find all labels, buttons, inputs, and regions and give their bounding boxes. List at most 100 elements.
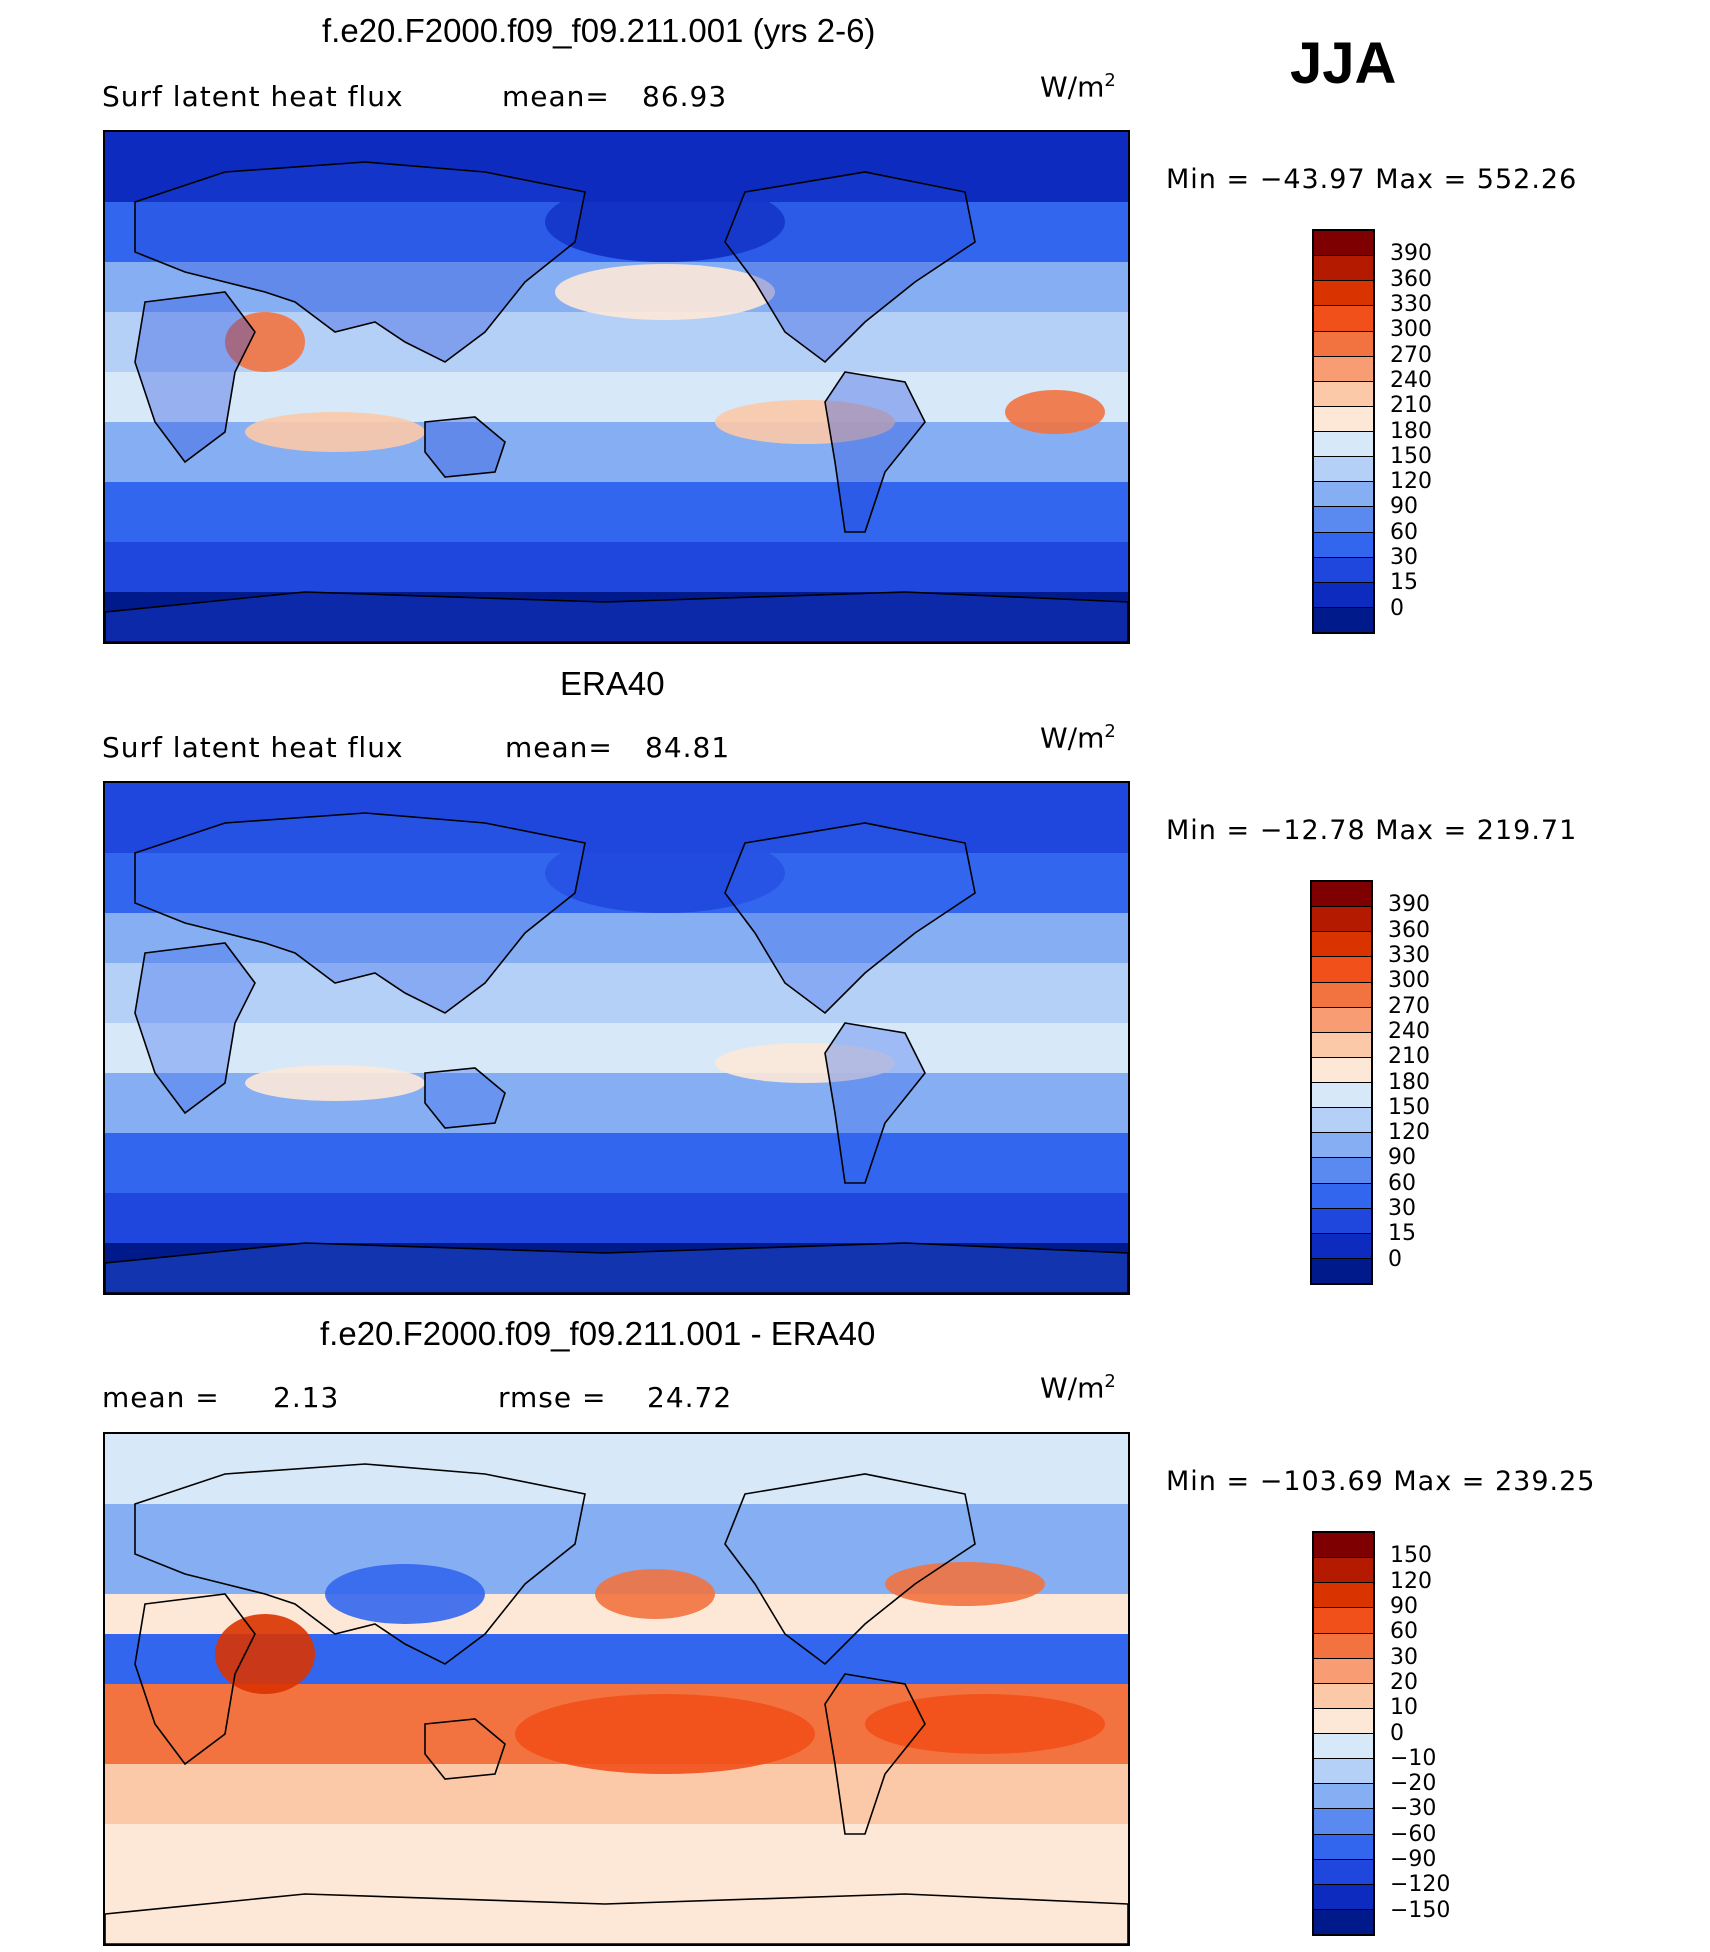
colorbar-tick-label: 30 (1390, 545, 1418, 571)
panel2-unit: W/m2 (1040, 721, 1116, 755)
colorbar-swatch (1314, 306, 1373, 332)
colorbar-tick-label: 180 (1390, 418, 1432, 444)
colorbar-tick-label: −90 (1390, 1847, 1437, 1873)
colorbar-tick-label: 120 (1390, 1568, 1432, 1594)
colorbar-swatch (1314, 607, 1373, 632)
colorbar-swatch (1312, 1208, 1371, 1234)
panel3-map-field (105, 1434, 1128, 1944)
panel1-map-field (105, 132, 1128, 642)
panel1-colorbar (1312, 229, 1375, 634)
field-band (105, 1824, 1128, 1944)
colorbar-swatch (1312, 1108, 1371, 1134)
coastline (134, 161, 586, 363)
panel1-unit: W/m2 (1040, 70, 1116, 104)
colorbar-tick-label: 60 (1390, 519, 1418, 545)
colorbar-swatch (1312, 1258, 1371, 1283)
colorbar-tick-label: 180 (1388, 1069, 1430, 1095)
coastline (134, 942, 256, 1115)
field-band (105, 1764, 1128, 1824)
colorbar-tick-label: 120 (1388, 1120, 1430, 1146)
colorbar-swatch (1314, 1759, 1373, 1785)
colorbar-swatch (1312, 1083, 1371, 1109)
panel3-unit: W/m2 (1040, 1371, 1116, 1405)
field-anomaly (715, 1043, 895, 1083)
panel2-mean-label: mean= (505, 731, 613, 764)
colorbar-swatch (1314, 432, 1373, 458)
colorbar-swatch (1314, 1909, 1373, 1934)
colorbar-swatch (1314, 1859, 1373, 1885)
colorbar-tick-label: 330 (1388, 942, 1430, 968)
colorbar-swatch (1314, 281, 1373, 307)
colorbar-tick-label: −30 (1390, 1796, 1437, 1822)
coastline (105, 591, 1128, 642)
coastline (724, 822, 976, 1015)
colorbar-swatch (1314, 1683, 1373, 1709)
coastline (424, 1718, 506, 1780)
field-anomaly (865, 1694, 1105, 1754)
panel2-map (103, 781, 1130, 1295)
colorbar-tick-label: 90 (1390, 1593, 1418, 1619)
colorbar-tick-label: 30 (1388, 1196, 1416, 1222)
colorbar-tick-label: −150 (1390, 1897, 1451, 1923)
field-anomaly (885, 1562, 1045, 1606)
colorbar-swatch (1314, 507, 1373, 533)
panel1-variable-label: Surf latent heat flux (102, 80, 404, 113)
field-band (105, 913, 1128, 963)
panel3-minmax: Min = −103.69 Max = 239.25 (1166, 1466, 1596, 1497)
field-band (105, 372, 1128, 422)
colorbar-tick-label: 390 (1388, 892, 1430, 918)
colorbar-swatch (1314, 1658, 1373, 1684)
season-label: JJA (1290, 31, 1397, 96)
colorbar-swatch (1312, 1233, 1371, 1259)
colorbar-swatch (1314, 1583, 1373, 1609)
colorbar-tick-label: 390 (1390, 241, 1432, 267)
field-band (105, 1243, 1128, 1293)
colorbar-swatch (1312, 1183, 1371, 1209)
colorbar-swatch (1312, 907, 1371, 933)
colorbar-swatch (1314, 582, 1373, 608)
colorbar-swatch (1314, 256, 1373, 282)
colorbar-tick-label: 240 (1390, 367, 1432, 393)
colorbar-tick-label: −20 (1390, 1771, 1437, 1797)
colorbar-swatch (1312, 932, 1371, 958)
colorbar-tick-label: 150 (1390, 443, 1432, 469)
panel3-colorbar (1312, 1531, 1375, 1936)
panel2-colorbar (1310, 880, 1373, 1285)
colorbar-tick-label: 90 (1388, 1145, 1416, 1171)
field-anomaly (225, 312, 305, 372)
coastline (134, 812, 586, 1014)
field-anomaly (595, 1569, 715, 1619)
coastline (105, 1893, 1128, 1944)
field-band (105, 542, 1128, 592)
colorbar-swatch (1314, 1558, 1373, 1584)
colorbar-tick-label: −60 (1390, 1821, 1437, 1847)
coastline (724, 1473, 976, 1666)
panel2-mean-value: 84.81 (645, 731, 731, 764)
colorbar-tick-label: 15 (1388, 1221, 1416, 1247)
coastline (134, 291, 256, 464)
field-band (105, 1434, 1128, 1504)
colorbar-tick-label: 150 (1388, 1094, 1430, 1120)
colorbar-swatch (1314, 1533, 1373, 1559)
colorbar-tick-label: 20 (1390, 1669, 1418, 1695)
colorbar-tick-label: −120 (1390, 1872, 1451, 1898)
panel2-map-field (105, 783, 1128, 1293)
colorbar-tick-label: 210 (1388, 1044, 1430, 1070)
coastline (824, 371, 926, 533)
panel1-title: f.e20.F2000.f09_f09.211.001 (yrs 2-6) (322, 12, 876, 49)
field-band (105, 482, 1128, 542)
panel3-map (103, 1432, 1130, 1946)
colorbar-tick-label: 300 (1390, 317, 1432, 343)
coastline (134, 1463, 586, 1665)
colorbar-swatch (1314, 1834, 1373, 1860)
panel2-variable-label: Surf latent heat flux (102, 731, 404, 764)
colorbar-swatch (1314, 482, 1373, 508)
field-band (105, 963, 1128, 1023)
colorbar-tick-label: −10 (1390, 1745, 1437, 1771)
panel3-title: f.e20.F2000.f09_f09.211.001 - ERA40 (320, 1315, 876, 1352)
panel3-rmse-value: 24.72 (647, 1381, 733, 1414)
colorbar-swatch (1312, 882, 1371, 908)
colorbar-tick-label: 330 (1390, 291, 1432, 317)
panel2-minmax: Min = −12.78 Max = 219.71 (1166, 815, 1578, 846)
colorbar-tick-label: 120 (1390, 469, 1432, 495)
